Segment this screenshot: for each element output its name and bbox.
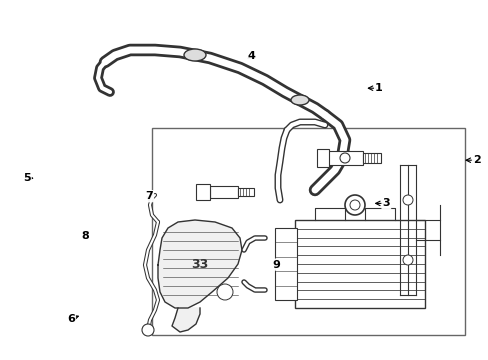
Bar	[326, 151, 362, 165]
Text: 33: 33	[191, 258, 208, 271]
Bar	[294, 220, 424, 308]
Bar	[152, 128, 464, 335]
Circle shape	[349, 200, 359, 210]
Bar	[238, 188, 253, 196]
Circle shape	[217, 284, 232, 300]
Text: 7: 7	[145, 191, 153, 201]
Text: 8: 8	[81, 231, 89, 241]
Text: 5: 5	[23, 173, 31, 183]
Ellipse shape	[183, 49, 205, 61]
Circle shape	[402, 195, 412, 205]
Bar	[274, 228, 296, 300]
Text: 4: 4	[247, 51, 255, 61]
Circle shape	[339, 153, 349, 163]
Circle shape	[402, 255, 412, 265]
Text: 3: 3	[382, 198, 389, 208]
Ellipse shape	[290, 95, 308, 105]
Text: 2: 2	[472, 155, 480, 165]
Polygon shape	[172, 308, 200, 332]
Circle shape	[142, 324, 154, 336]
Text: 9: 9	[272, 260, 280, 270]
Text: 1: 1	[374, 83, 382, 93]
Bar	[316, 149, 328, 167]
Bar	[196, 184, 209, 200]
Polygon shape	[158, 220, 242, 308]
Bar	[362, 153, 380, 163]
Bar	[209, 186, 238, 198]
Text: 6: 6	[67, 314, 75, 324]
